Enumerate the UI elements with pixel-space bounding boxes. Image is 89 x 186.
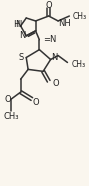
Text: CH₃: CH₃ xyxy=(71,60,85,69)
Text: O: O xyxy=(4,94,11,104)
Text: O: O xyxy=(32,97,39,107)
Text: N: N xyxy=(19,31,26,40)
Text: O: O xyxy=(53,79,59,88)
Text: NH: NH xyxy=(58,19,71,28)
Text: N: N xyxy=(16,20,22,29)
Text: CH₃: CH₃ xyxy=(73,12,87,20)
Text: S: S xyxy=(19,53,24,62)
Text: N: N xyxy=(52,53,58,62)
Text: CH₃: CH₃ xyxy=(3,112,19,121)
Text: O: O xyxy=(45,1,52,10)
Text: H: H xyxy=(13,20,19,29)
Text: =N: =N xyxy=(43,35,57,44)
